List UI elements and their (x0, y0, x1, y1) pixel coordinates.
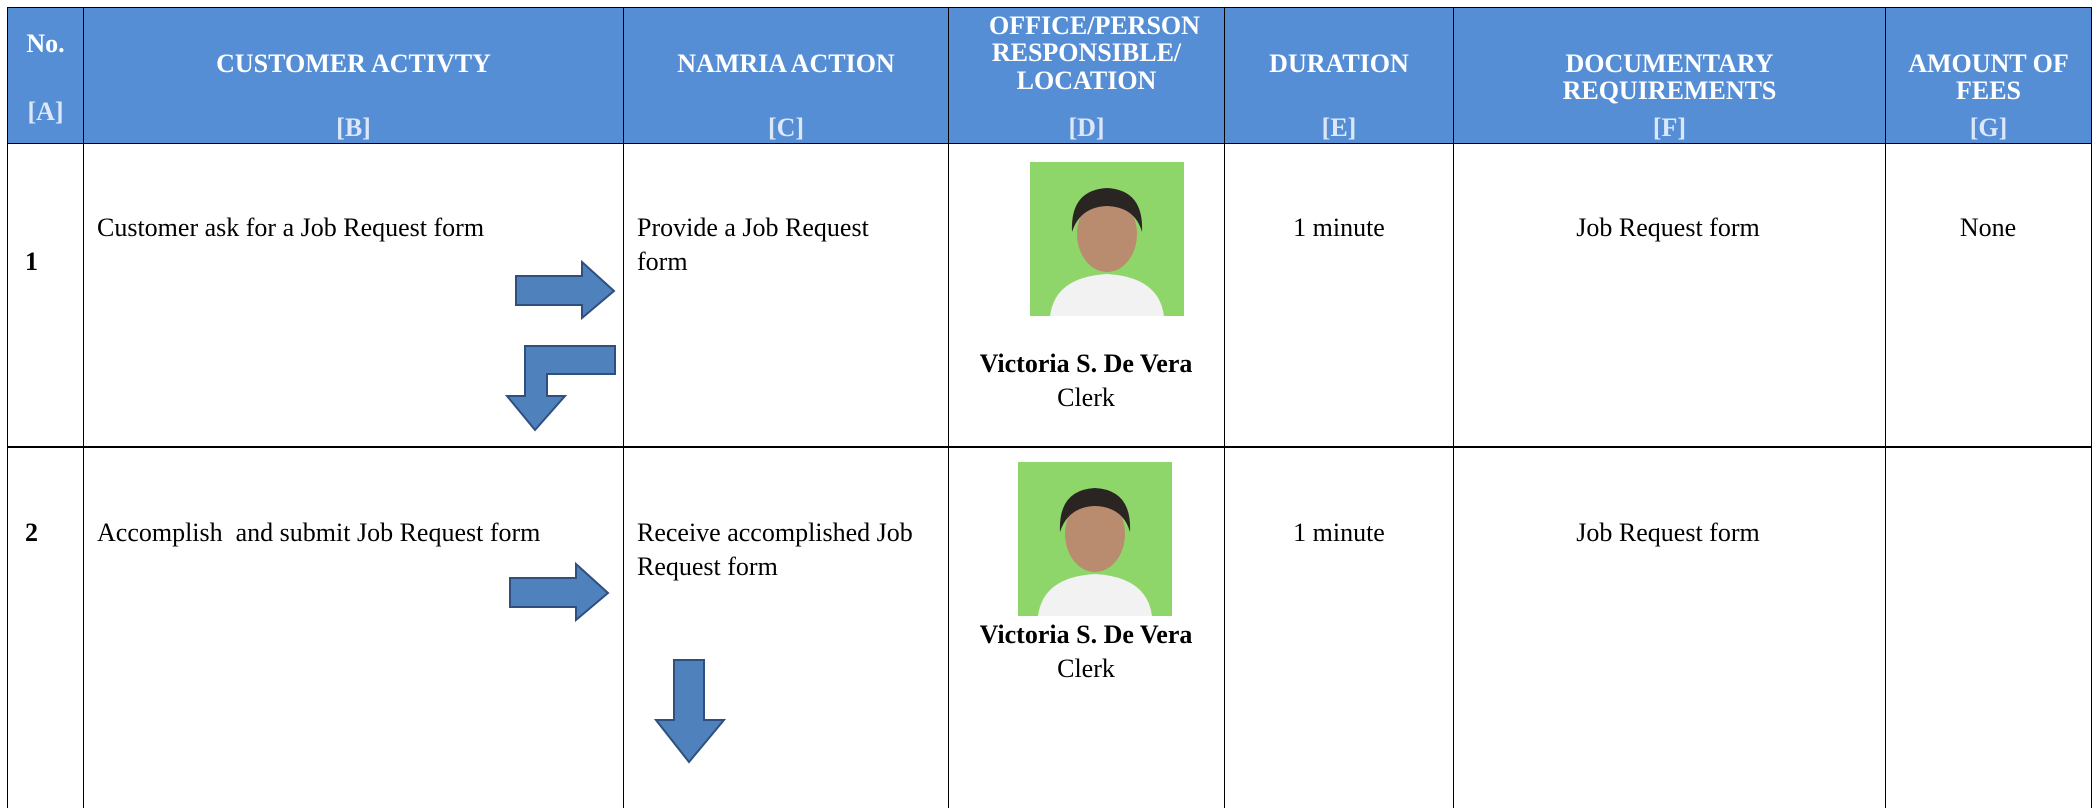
header-code: [F] (1652, 112, 1687, 142)
header-title: OFFICE/PERSON RESPONSIBLE/ LOCATION (989, 11, 1200, 95)
header-code: [E] (1321, 112, 1357, 142)
arrow-right (515, 260, 616, 321)
fees: None (1959, 213, 2017, 242)
header-cell: No. [A] (7, 7, 84, 144)
cell (7, 446, 84, 808)
person-name: Victoria S. De Vera (979, 349, 1193, 378)
requirements: Job Request form (1576, 518, 1760, 547)
header-code: [A] (27, 96, 64, 126)
arrow-down (654, 659, 726, 764)
person-role: Clerk (1057, 383, 1115, 412)
header-code: [B] (336, 112, 371, 142)
activity: Accomplish and submit Job Request form (97, 518, 541, 547)
header-code: [C] (767, 112, 805, 142)
action: Receive accomplished Job Request form (637, 518, 920, 581)
header-code: [G] (1969, 112, 2008, 142)
photo (1030, 162, 1184, 316)
arrow-bent (505, 345, 616, 432)
header-cell: NAMRIA ACTION [C] (623, 7, 949, 144)
row-number: 1 (25, 247, 38, 276)
header-title: CUSTOMER ACTIVTY (216, 49, 491, 78)
duration: 1 minute (1293, 518, 1385, 547)
header-title: NAMRIA ACTION (677, 49, 895, 78)
arrow-right (509, 562, 610, 623)
cell (7, 143, 84, 448)
header-code: [D] (1068, 112, 1105, 142)
header-title: No. (26, 29, 65, 58)
duration: 1 minute (1293, 213, 1385, 242)
cell (1224, 446, 1454, 808)
requirements: Job Request form (1576, 213, 1760, 242)
header-cell: OFFICE/PERSON RESPONSIBLE/ LOCATION [D] (948, 7, 1225, 144)
person-name: Victoria S. De Vera (979, 620, 1193, 649)
cell (623, 143, 949, 448)
header-cell: DOCUMENTARY REQUIREMENTS [F] (1453, 7, 1886, 144)
cell (83, 446, 624, 808)
header-cell: CUSTOMER ACTIVTY [B] (83, 7, 624, 144)
header-title: DURATION (1269, 49, 1409, 78)
cell (1453, 143, 1886, 448)
action: Provide a Job Request form (637, 213, 876, 276)
cell (1224, 143, 1454, 448)
cell (1453, 446, 1886, 808)
header-title: DOCUMENTARY REQUIREMENTS (1562, 49, 1777, 106)
cell (1885, 143, 2092, 448)
activity: Customer ask for a Job Request form (97, 213, 485, 242)
person-role: Clerk (1057, 654, 1115, 683)
header-cell: AMOUNT OF FEES [G] (1885, 7, 2092, 144)
photo (1018, 462, 1172, 616)
row-number: 2 (25, 518, 38, 547)
cell (1885, 446, 2092, 808)
header-cell: DURATION [E] (1224, 7, 1454, 144)
header-title: AMOUNT OF FEES (1908, 49, 2069, 106)
